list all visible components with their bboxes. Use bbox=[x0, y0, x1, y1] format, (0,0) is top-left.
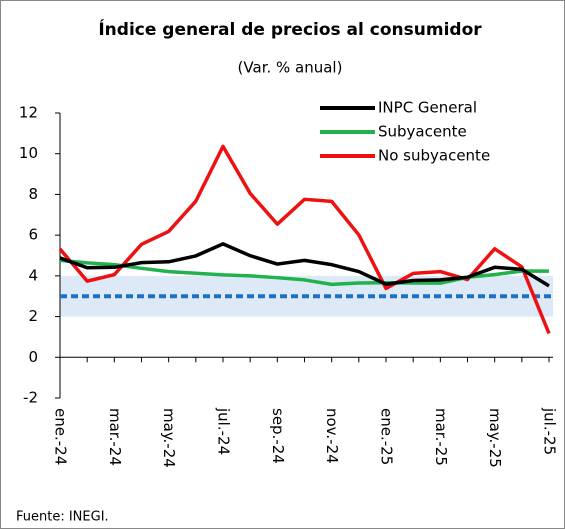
x-tick-label: mar.-24 bbox=[106, 408, 124, 466]
series-line bbox=[59, 242, 550, 288]
x-tick-label: mar.-25 bbox=[432, 408, 450, 466]
x-tick-label: jul.-24 bbox=[215, 407, 233, 455]
legend-label: INPC General bbox=[378, 99, 477, 117]
x-tick-label: ene.-24 bbox=[52, 408, 70, 465]
x-tick-label: sep.-24 bbox=[269, 408, 287, 464]
x-tick-label: ene.-25 bbox=[378, 408, 396, 465]
series-line bbox=[58, 144, 551, 335]
y-tick-label: 2 bbox=[28, 307, 38, 325]
x-tick-label: may.-24 bbox=[160, 408, 178, 468]
y-tick-label: 10 bbox=[19, 144, 38, 162]
y-tick-label: 0 bbox=[28, 348, 38, 366]
source: Fuente: INEGI. bbox=[16, 510, 109, 525]
y-tick-label: -2 bbox=[23, 389, 38, 407]
x-tick-label: jul.-25 bbox=[541, 407, 559, 455]
y-tick-label: 12 bbox=[19, 104, 38, 122]
legend-label: Subyacente bbox=[378, 123, 467, 141]
chart-subtitle: (Var. % anual) bbox=[238, 59, 343, 77]
x-tick-label: may.-25 bbox=[486, 408, 504, 468]
y-tick-label: 4 bbox=[28, 266, 38, 284]
y-tick-label: 6 bbox=[28, 226, 38, 244]
y-tick-label: 8 bbox=[28, 185, 38, 203]
legend-label: No subyacente bbox=[378, 147, 490, 165]
x-tick-label: nov.-24 bbox=[323, 408, 341, 464]
chart-title: Índice general de precios al consumidor bbox=[98, 18, 482, 40]
